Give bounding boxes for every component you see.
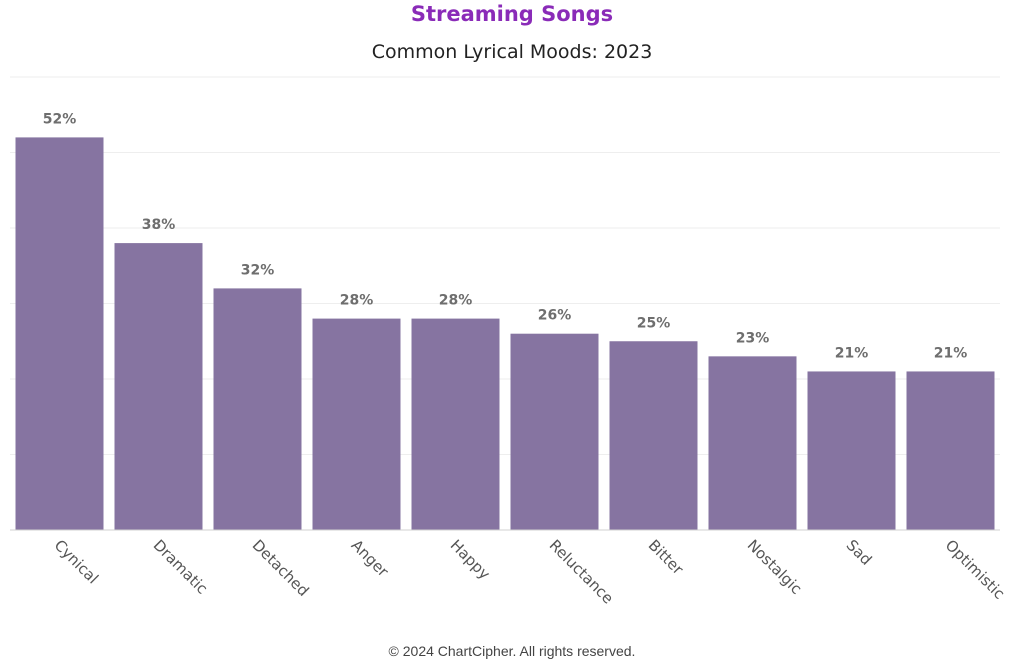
data-label: 52% — [43, 111, 77, 127]
category-label: Detached — [249, 536, 313, 600]
category-label: Dramatic — [150, 536, 212, 598]
data-label: 23% — [736, 330, 770, 346]
category-label: Reluctance — [546, 536, 617, 607]
bar-bitter[interactable] — [609, 341, 698, 530]
category-label: Anger — [348, 536, 393, 581]
data-label: 25% — [637, 315, 671, 331]
category-label: Cynical — [51, 536, 102, 587]
bar-nostalgic[interactable] — [708, 356, 797, 530]
bar-optimistic[interactable] — [906, 371, 995, 530]
category-label: Happy — [447, 536, 494, 583]
data-label: 28% — [340, 293, 374, 309]
data-label: 26% — [538, 308, 572, 324]
data-label: 28% — [439, 293, 473, 309]
bar-reluctance[interactable] — [510, 333, 599, 530]
copyright-text: © 2024 ChartCipher. All rights reserved. — [388, 643, 636, 659]
data-labels: 52% 38% 32% 28% 28% 26% 25% 23% 21% 21% — [43, 111, 968, 361]
bar-cynical[interactable] — [15, 137, 104, 530]
bar-detached[interactable] — [213, 288, 302, 530]
category-label: Sad — [843, 536, 876, 569]
data-label: 21% — [934, 345, 968, 361]
bar-dramatic[interactable] — [114, 243, 203, 530]
data-label: 21% — [835, 345, 869, 361]
category-label: Nostalgic — [744, 536, 806, 598]
bar-sad[interactable] — [807, 371, 896, 530]
data-label: 38% — [142, 217, 176, 233]
data-label: 32% — [241, 262, 275, 278]
bar-happy[interactable] — [411, 318, 500, 530]
bar-chart: 52% 38% 32% 28% 28% 26% 25% 23% 21% 21% Cynical Dr… — [10, 76, 1009, 607]
category-label: Bitter — [645, 536, 688, 579]
category-labels: Cynical Dramatic Detached Anger Happy Relucta… — [51, 536, 1009, 607]
category-label: Optimistic — [942, 536, 1009, 603]
chart-subtitle: Common Lyrical Moods: 2023 — [371, 41, 653, 63]
chart-title: Streaming Songs — [410, 2, 614, 26]
bar-anger[interactable] — [312, 318, 401, 530]
bars — [15, 137, 995, 530]
